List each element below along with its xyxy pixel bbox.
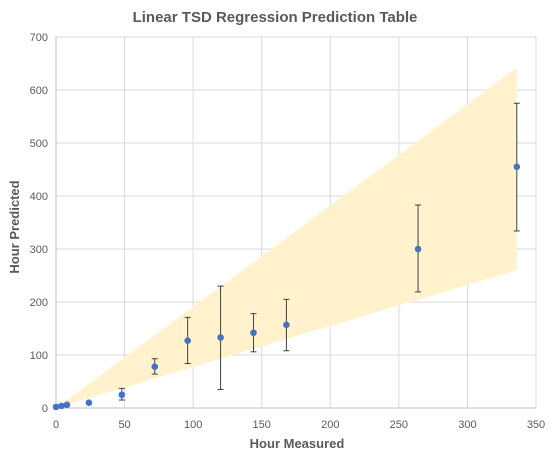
axes [55,37,536,409]
data-points [52,163,521,411]
data-point-0 [52,403,60,411]
x-tick-label-350: 350 [527,419,545,431]
y-tick-label-100: 100 [30,350,48,362]
y-tick-labels: 0 100 200 300 400 500 600 700 [30,32,48,415]
x-tick-label-50: 50 [118,419,130,431]
chart-title: Linear TSD Regression Prediction Table [133,9,418,26]
x-tick-label-100: 100 [184,419,202,431]
x-tick-label-150: 150 [253,419,271,431]
data-point-1 [58,402,65,410]
y-axis-label: Hour Predicted [7,180,22,273]
data-point-6 [184,337,191,344]
data-point-7 [217,334,224,341]
x-tick-label-300: 300 [458,419,476,431]
x-axis-label: Hour Measured [250,436,345,451]
x-tick-label-200: 200 [321,419,339,431]
data-point-11 [513,163,521,171]
y-tick-label-0: 0 [42,403,48,415]
data-point-2 [63,401,71,409]
data-point-3 [85,399,93,407]
data-point-4 [118,391,126,399]
prediction-band [56,67,517,409]
y-tick-label-600: 600 [30,85,48,97]
y-tick-label-400: 400 [30,191,48,203]
prediction-band-layer [56,67,517,409]
data-point-8 [250,329,257,337]
y-tick-label-500: 500 [30,138,48,150]
y-tick-label-700: 700 [30,32,48,44]
x-tick-label-0: 0 [53,419,59,431]
data-point-9 [283,321,290,329]
data-point-5 [151,363,159,370]
y-tick-label-200: 200 [30,297,48,309]
x-tick-label-250: 250 [390,419,408,431]
data-point-10 [414,245,422,253]
x-tick-labels: 0 50 100 150 200 250 300 350 [53,419,545,431]
y-tick-label-300: 300 [30,244,48,256]
